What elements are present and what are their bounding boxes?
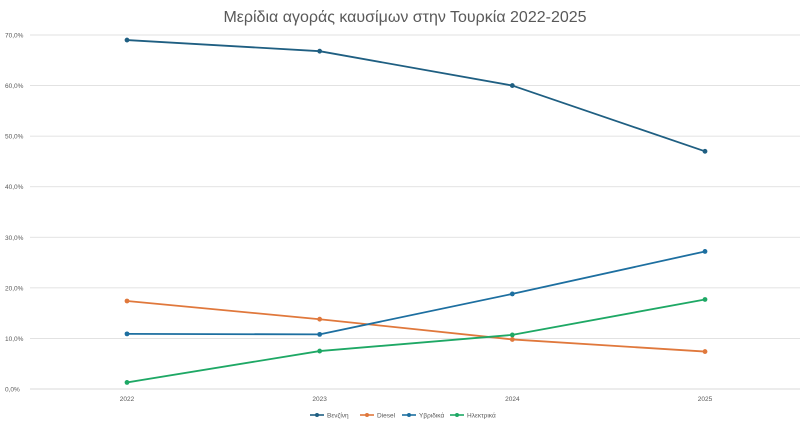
series-line bbox=[126, 300, 706, 353]
y-tick-label: 40,0% bbox=[5, 184, 24, 191]
legend-label: Diesel bbox=[377, 412, 396, 419]
x-tick-label: 2025 bbox=[698, 396, 713, 403]
legend-marker bbox=[407, 413, 411, 417]
data-point bbox=[124, 298, 130, 304]
data-point bbox=[317, 316, 323, 322]
data-point bbox=[317, 331, 323, 337]
legend-label: Ηλεκτρικά bbox=[467, 411, 496, 419]
data-point bbox=[124, 380, 130, 385]
series-lines bbox=[124, 37, 708, 385]
x-tick-label: 2023 bbox=[312, 396, 327, 403]
legend-item: Υβριδικά bbox=[402, 411, 444, 419]
legend: Βενζίνη Diesel Υβριδικά Ηλεκτρικά bbox=[310, 411, 496, 419]
series-3 bbox=[124, 249, 708, 337]
legend-label: Υβριδικά bbox=[419, 411, 444, 419]
series-4 bbox=[124, 297, 708, 385]
y-tick-label: 10,0% bbox=[5, 336, 24, 343]
data-point bbox=[702, 249, 708, 254]
x-tick-label: 2022 bbox=[120, 396, 135, 403]
legend-marker bbox=[365, 413, 369, 417]
data-point bbox=[124, 331, 130, 337]
x-axis-ticks: 2022 2023 2024 2025 bbox=[120, 396, 713, 403]
data-point bbox=[702, 148, 708, 154]
y-tick-label: 50,0% bbox=[5, 134, 24, 141]
series-line bbox=[126, 250, 706, 336]
data-point bbox=[702, 297, 708, 302]
data-point bbox=[509, 291, 515, 297]
x-tick-label: 2024 bbox=[505, 396, 520, 403]
series-2 bbox=[124, 298, 708, 354]
legend-marker bbox=[315, 413, 319, 417]
y-axis-ticks: 0,0% 10,0% 20,0% 30,0% 40,0% 50,0% 60,0% 70,0% bbox=[5, 33, 24, 394]
data-point bbox=[509, 337, 515, 342]
legend-label: Βενζίνη bbox=[327, 411, 349, 419]
legend-item: Diesel bbox=[360, 412, 396, 419]
y-tick-label: 0,0% bbox=[5, 387, 20, 394]
series-line bbox=[126, 298, 706, 384]
series-1 bbox=[124, 37, 708, 154]
series-line bbox=[126, 39, 706, 153]
data-point bbox=[509, 332, 515, 338]
y-tick-label: 20,0% bbox=[5, 285, 24, 292]
legend-item: Βενζίνη bbox=[310, 411, 349, 419]
data-point bbox=[124, 37, 130, 43]
y-tick-label: 70,0% bbox=[5, 33, 24, 40]
y-tick-label: 60,0% bbox=[5, 83, 24, 90]
gridlines bbox=[30, 34, 800, 390]
chart-title: Μερίδια αγοράς καυσίμων στην Τουρκία 202… bbox=[223, 9, 586, 26]
legend-item: Ηλεκτρικά bbox=[450, 411, 496, 419]
data-point bbox=[509, 83, 515, 88]
legend-marker bbox=[455, 413, 459, 417]
data-point bbox=[317, 348, 323, 354]
y-tick-label: 30,0% bbox=[5, 235, 24, 242]
data-point bbox=[317, 48, 323, 54]
data-point bbox=[702, 349, 708, 354]
